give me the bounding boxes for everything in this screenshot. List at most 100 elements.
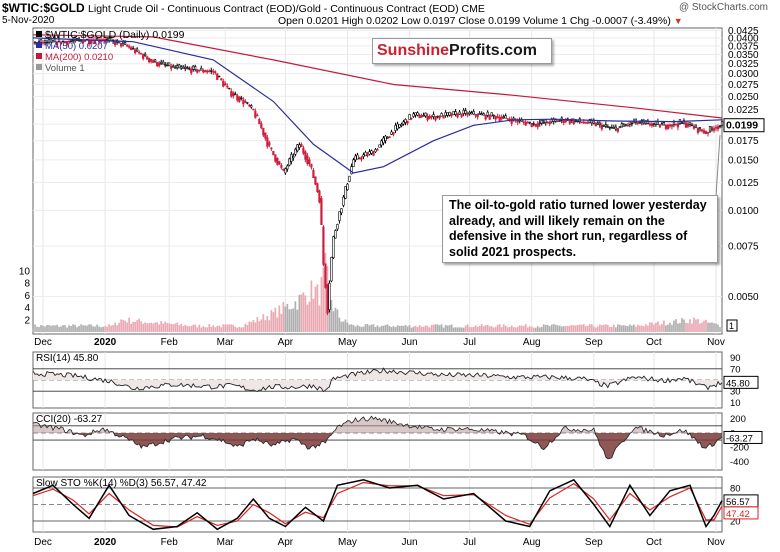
candle-body xyxy=(196,69,199,73)
volume-bar xyxy=(130,323,132,332)
candle-body xyxy=(242,99,245,105)
volume-bar xyxy=(368,325,371,332)
volume-bar xyxy=(693,317,695,332)
candle-body xyxy=(562,119,565,123)
volume-bar xyxy=(388,325,391,332)
volume-bar xyxy=(594,327,597,332)
volume-bar xyxy=(480,324,483,332)
volume-bar xyxy=(400,325,403,332)
x-label-top: Apr xyxy=(278,337,294,348)
candle-body xyxy=(158,62,161,67)
volume-bar xyxy=(72,324,74,332)
candle-body xyxy=(540,120,543,124)
volume-bar xyxy=(166,323,169,332)
volume-bar xyxy=(62,325,64,332)
candle-body xyxy=(126,45,129,47)
volume-bar xyxy=(212,325,215,332)
stoch-k-line xyxy=(32,478,723,531)
volume-bar xyxy=(564,325,567,332)
candle-body xyxy=(618,126,621,129)
volume-bar xyxy=(627,326,629,332)
candle-body xyxy=(67,40,71,43)
candle-body xyxy=(392,132,395,135)
volume-bar xyxy=(482,326,485,332)
volume-bar xyxy=(192,324,195,332)
volume-bar xyxy=(204,327,207,332)
volume-bar xyxy=(394,327,397,332)
candle-body xyxy=(318,190,321,203)
volume-bar xyxy=(360,327,363,332)
volume-bar xyxy=(140,321,143,332)
price-tick-label: 0.0400 xyxy=(728,33,759,44)
volume-bar xyxy=(629,324,631,332)
candle-body xyxy=(172,65,175,68)
candle-body xyxy=(688,122,692,125)
volume-bar xyxy=(160,321,163,332)
rsi-last-box xyxy=(723,375,759,389)
candle-body xyxy=(352,159,355,167)
candle-body xyxy=(698,127,702,130)
price-tick-label: 0.0125 xyxy=(728,178,759,189)
candle-body xyxy=(470,112,473,115)
candle-body xyxy=(652,123,656,125)
candle-body xyxy=(580,121,583,123)
candle-body xyxy=(384,135,387,141)
volume-bar xyxy=(540,326,543,332)
candle-body xyxy=(694,124,698,128)
volume-bar xyxy=(282,302,285,332)
volume-bar xyxy=(344,319,347,332)
candle-body xyxy=(448,111,451,116)
x-label-bottom: Jul xyxy=(463,537,476,548)
candle-body xyxy=(378,144,381,148)
candle-body xyxy=(434,116,437,121)
volume-bar xyxy=(617,324,619,332)
x-label-bottom: Jun xyxy=(401,537,417,548)
candle-body xyxy=(544,119,547,123)
volume-bar xyxy=(378,327,381,332)
candle-body xyxy=(106,38,109,41)
candle-body xyxy=(530,122,533,128)
volume-bar xyxy=(200,327,203,332)
candle-body xyxy=(328,283,331,310)
candle-body xyxy=(244,101,247,103)
volume-bar xyxy=(542,324,545,332)
candle-body xyxy=(450,114,453,117)
volume-bar xyxy=(574,325,577,332)
candle-body xyxy=(456,113,459,118)
volume-bar xyxy=(92,326,94,332)
volume-bar xyxy=(721,327,723,332)
volume-bar xyxy=(458,327,461,332)
candle-body xyxy=(348,175,351,182)
volume-bar xyxy=(631,325,633,332)
volume-bar xyxy=(110,325,112,332)
volume-bar xyxy=(709,322,711,332)
stoch-title: Slow STO %K(14) %D(3) 56.57, 47.42 xyxy=(36,478,207,489)
volume-last-box xyxy=(726,319,738,332)
volume-bar xyxy=(56,324,58,332)
candle-body xyxy=(260,123,263,129)
candle-body xyxy=(500,117,503,120)
volume-bar xyxy=(699,323,701,332)
volume-bar xyxy=(342,321,345,332)
volume-bar xyxy=(701,322,703,332)
volume-bar xyxy=(90,324,92,332)
legend-swatch xyxy=(36,53,42,59)
date-label: 5-Nov-2020 xyxy=(2,15,55,26)
candle-body xyxy=(400,123,403,126)
volume-bar xyxy=(614,327,617,332)
volume-bar xyxy=(54,325,56,332)
candle-body xyxy=(114,41,117,46)
volume-bar xyxy=(560,326,563,332)
volume-bar xyxy=(713,323,715,332)
volume-bar xyxy=(256,317,259,332)
candle-body xyxy=(228,87,231,90)
volume-bar xyxy=(264,320,267,332)
candle-body xyxy=(150,59,153,62)
candle-body xyxy=(212,71,215,73)
candle-body xyxy=(354,155,357,161)
x-label-bottom: Dec xyxy=(34,537,52,548)
volume-bar xyxy=(673,320,675,332)
candle-body xyxy=(538,122,541,124)
candle-body xyxy=(454,111,457,115)
volume-bar xyxy=(717,324,719,332)
